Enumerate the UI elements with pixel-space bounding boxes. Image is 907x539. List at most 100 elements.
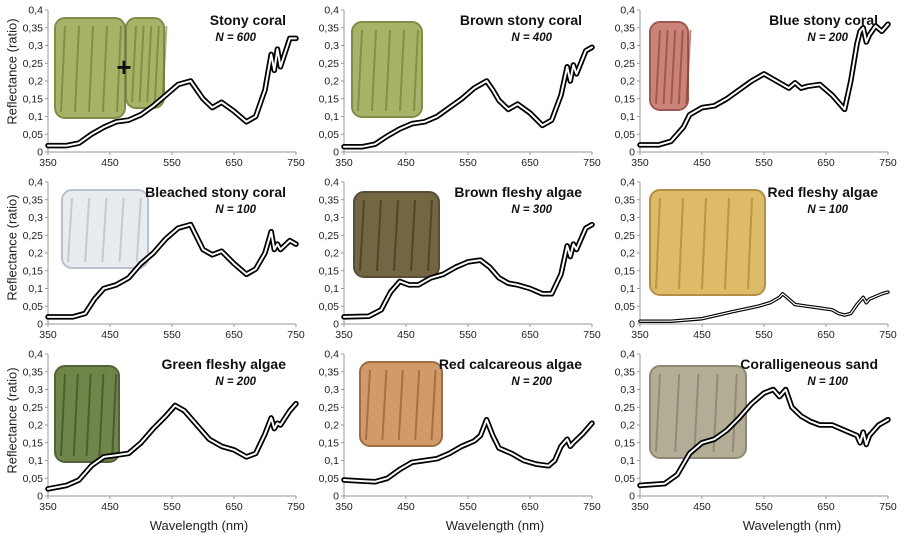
y-tick-label: 0,05	[615, 301, 636, 313]
y-tick-label: 0,4	[324, 349, 339, 361]
x-tick-label: 650	[225, 329, 243, 341]
sample-count-label: N = 100	[807, 204, 848, 216]
y-tick-label: 0,3	[620, 384, 635, 396]
x-tick-label: 750	[583, 501, 601, 513]
y-axis-label-row-1: Reflectance (ratio)	[4, 18, 20, 125]
photo-texture-stroke	[747, 197, 753, 290]
y-tick-label: 0	[37, 491, 43, 503]
photo-texture-stroke	[655, 373, 661, 453]
y-tick-label: 0	[333, 319, 339, 331]
x-tick-label: 350	[631, 157, 649, 169]
photo-texture-stroke	[674, 373, 681, 453]
photo-texture-stroke	[359, 199, 365, 272]
red-fleshy-algae-photo	[649, 189, 766, 296]
reflectance-curve-highlight	[639, 388, 889, 487]
y-tick-label: 0	[629, 147, 635, 159]
x-tick-label: 750	[287, 501, 305, 513]
reflectance-curve	[638, 290, 890, 323]
photo-texture-stroke	[365, 369, 371, 441]
y-tick-label: 0,35	[23, 22, 44, 34]
photo-texture-stroke	[427, 199, 433, 272]
y-tick-label: 0,2	[620, 76, 635, 88]
photo-texture-stroke	[410, 199, 416, 272]
photo-texture-stroke	[731, 373, 738, 453]
y-tick-label: 0,15	[615, 265, 636, 277]
photo-texture-stroke	[60, 373, 66, 457]
y-tick-label: 0,15	[23, 437, 44, 449]
y-tick-label: 0,2	[324, 76, 339, 88]
y-tick-label: 0,3	[620, 40, 635, 52]
photo-texture-stroke	[381, 369, 388, 441]
reflectance-curve-highlight	[47, 223, 297, 318]
photo-texture-stroke	[724, 197, 730, 290]
y-tick-label: 0,05	[319, 129, 340, 141]
y-tick-label: 0,1	[324, 111, 339, 123]
y-tick-label: 0,2	[324, 248, 339, 260]
x-tick-label: 750	[287, 329, 305, 341]
y-tick-label: 0,2	[620, 420, 635, 432]
reflectance-curve-highlight	[47, 37, 297, 147]
photo-texture-stroke	[85, 373, 92, 457]
y-tick-label: 0,3	[28, 384, 43, 396]
photo-texture-stroke	[655, 197, 661, 290]
reflectance-curve-highlight	[343, 223, 593, 318]
x-tick-label: 350	[631, 329, 649, 341]
y-tick-label: 0,1	[28, 111, 43, 123]
x-tick-label: 550	[459, 157, 477, 169]
x-tick-label: 650	[521, 501, 539, 513]
y-tick-label: 0,2	[28, 76, 43, 88]
y-tick-label: 0,1	[324, 455, 339, 467]
y-tick-label: 0,1	[324, 283, 339, 295]
x-tick-label: 450	[101, 157, 119, 169]
y-tick-label: 0,25	[319, 58, 340, 70]
chart-title: Red fleshy algae	[768, 184, 879, 200]
y-tick-label: 0,4	[324, 177, 339, 189]
photo-texture-stroke	[393, 199, 399, 272]
y-tick-label: 0,15	[615, 93, 636, 105]
chart-title: Brown fleshy algae	[454, 184, 582, 200]
y-tick-label: 0,4	[620, 177, 635, 189]
y-tick-label: 0,25	[615, 58, 636, 70]
y-tick-label: 0,1	[620, 111, 635, 123]
photo-texture-stroke	[685, 29, 692, 105]
photo-texture-stroke	[101, 197, 108, 263]
sample-count-label: N = 200	[511, 376, 552, 388]
x-tick-label: 750	[583, 329, 601, 341]
photo-texture-stroke	[74, 25, 80, 113]
x-tick-label: 450	[693, 157, 711, 169]
y-tick-label: 0,25	[615, 230, 636, 242]
y-tick-label: 0,15	[23, 93, 44, 105]
photo-texture-stroke	[153, 25, 160, 103]
sample-count-label: N = 100	[215, 204, 256, 216]
photo-texture-stroke	[430, 369, 437, 441]
y-tick-label: 0,1	[28, 283, 43, 295]
photo-texture-stroke	[118, 197, 125, 263]
y-tick-label: 0,35	[23, 366, 44, 378]
y-tick-label: 0,35	[319, 366, 340, 378]
x-axis-label-col-1: Wavelength (nm)	[149, 518, 249, 533]
y-tick-label: 0,3	[324, 212, 339, 224]
brown-stony-coral-photo	[351, 21, 423, 118]
sample-count-label: N = 200	[807, 32, 848, 44]
y-tick-label: 0,2	[324, 420, 339, 432]
x-tick-label: 650	[521, 157, 539, 169]
photo-texture-stroke	[662, 29, 669, 105]
y-tick-label: 0,35	[615, 22, 636, 34]
x-tick-label: 750	[287, 157, 305, 169]
chart-title: Brown stony coral	[460, 12, 582, 28]
x-tick-label: 450	[397, 501, 415, 513]
chart-panel-3: 0 0,05 0,1 0,15 0,2 0,25 0,3 0,35 0,4 350 450 550 65…	[615, 5, 897, 170]
x-tick-label: 650	[225, 501, 243, 513]
x-tick-label: 550	[163, 329, 181, 341]
sample-count-label: N = 600	[215, 32, 256, 44]
y-tick-label: 0	[37, 319, 43, 331]
y-tick-label: 0,05	[615, 473, 636, 485]
chart-panel-5: 0 0,05 0,1 0,15 0,2 0,25 0,3 0,35 0,4 350 450 550 65…	[319, 177, 601, 342]
y-tick-label: 0,2	[28, 248, 43, 260]
x-tick-label: 450	[693, 501, 711, 513]
y-tick-label: 0	[333, 147, 339, 159]
x-tick-label: 350	[39, 157, 57, 169]
y-tick-label: 0,4	[28, 177, 43, 189]
x-tick-label: 550	[755, 157, 773, 169]
y-tick-label: 0,15	[23, 265, 44, 277]
